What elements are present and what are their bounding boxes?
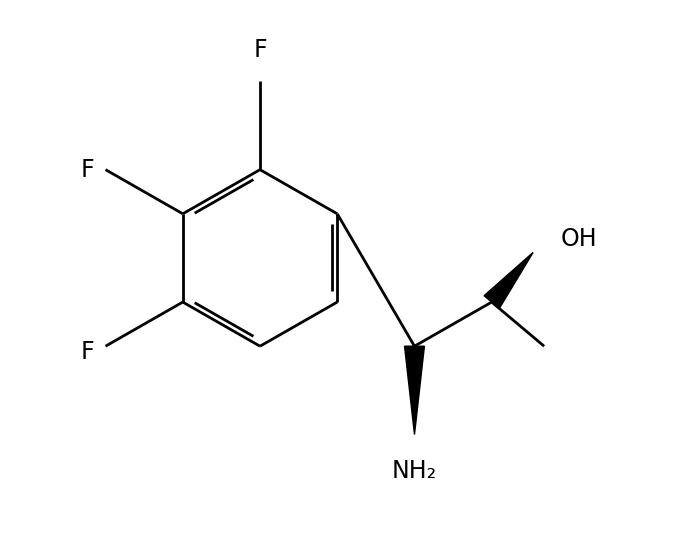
Text: NH₂: NH₂: [392, 459, 437, 483]
Polygon shape: [484, 253, 533, 309]
Text: OH: OH: [561, 227, 597, 251]
Text: F: F: [81, 340, 95, 363]
Text: F: F: [253, 38, 267, 62]
Polygon shape: [405, 346, 424, 435]
Text: F: F: [81, 158, 95, 181]
